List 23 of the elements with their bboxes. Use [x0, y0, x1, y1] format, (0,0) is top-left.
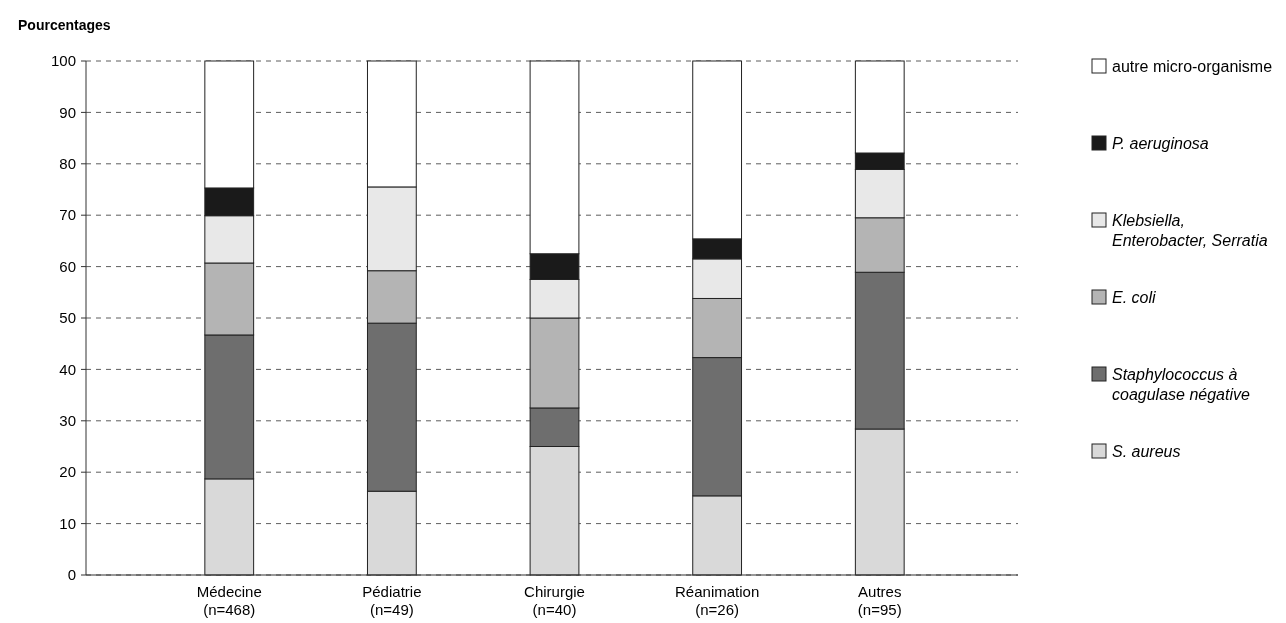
legend-label: autre micro-organisme	[1112, 57, 1273, 75]
y-axis-title: Pourcentages	[18, 17, 111, 33]
y-tick-label: 30	[59, 412, 76, 430]
y-tick-label: 100	[50, 52, 76, 70]
x-tick-label: Pédiatrie (n=49)	[362, 583, 422, 618]
x-tick-label: Médecine (n=468)	[196, 583, 262, 618]
y-tick-label: 40	[59, 360, 76, 378]
x-tick-label: Réanimation (n=26)	[675, 583, 760, 618]
y-tick-label: 80	[59, 155, 76, 173]
y-tick-label: 90	[59, 103, 76, 121]
y-tick-label: 20	[59, 463, 76, 481]
legend-label: P. aeruginosa	[1112, 134, 1209, 152]
y-tick-label: 50	[59, 309, 76, 327]
legend-label: E. coli	[1112, 288, 1157, 306]
y-tick-label: 0	[67, 566, 76, 584]
x-tick-label: Chirurgie (n=40)	[524, 583, 585, 618]
legend-label: S. aureus	[1112, 442, 1181, 460]
legend-label: Klebsiella, Enterobacter, Serratia	[1112, 211, 1268, 249]
x-tick-label: Autres (n=95)	[857, 583, 902, 618]
legend-label: Staphylococcus à coagulase négative	[1112, 365, 1250, 403]
y-tick-label: 10	[59, 514, 76, 532]
y-tick-label: 70	[59, 206, 76, 224]
y-tick-label: 60	[59, 257, 76, 275]
